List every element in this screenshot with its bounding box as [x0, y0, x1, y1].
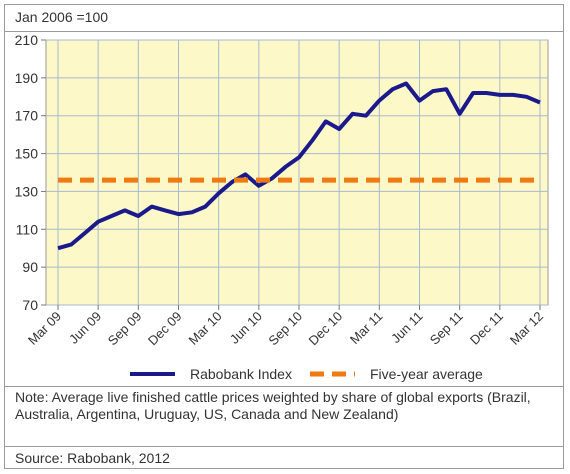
source-text: Source: Rabobank, 2012 — [15, 450, 170, 466]
legend-label: Five-year average — [370, 366, 483, 382]
header-divider — [5, 31, 563, 32]
chart-frame: Jan 2006 =100 Note: Average live finishe… — [4, 4, 564, 469]
x-tick-label: Jun 11 — [388, 309, 426, 347]
x-tick-label: Mar 09 — [25, 309, 64, 348]
x-tick-label: Jun 10 — [227, 309, 265, 347]
note-text: Note: Average live finished cattle price… — [15, 389, 531, 422]
rabobank-index-line — [57, 81, 541, 251]
x-tick-label: Dec 09 — [145, 309, 185, 349]
source-divider — [5, 446, 563, 447]
x-tick-label: Sep 11 — [427, 309, 466, 348]
x-tick-label: Mar 12 — [507, 309, 546, 348]
plot-area — [45, 39, 549, 306]
index-base-label: Jan 2006 =100 — [15, 9, 109, 25]
y-tick-label: 110 — [16, 221, 39, 237]
x-tick-label: Sep 10 — [265, 309, 305, 349]
y-tick-label: 130 — [15, 183, 39, 199]
note-divider — [5, 386, 563, 387]
x-tick-label: Jun 09 — [66, 309, 104, 347]
y-tick-label: 170 — [15, 108, 39, 124]
legend-label: Rabobank Index — [190, 366, 292, 382]
x-tick-label: Sep 09 — [105, 309, 145, 349]
x-tick-label: Dec 11 — [467, 309, 506, 348]
y-tick-label: 150 — [15, 146, 39, 162]
x-tick-label: Mar 10 — [186, 309, 225, 348]
y-tick-label: 190 — [15, 70, 39, 86]
y-tick-label: 210 — [15, 32, 39, 48]
y-tick-label: 90 — [22, 259, 38, 275]
x-tick-label: Dec 10 — [306, 309, 346, 349]
y-tick-label: 70 — [22, 297, 38, 313]
x-tick-label: Mar 11 — [347, 309, 386, 348]
